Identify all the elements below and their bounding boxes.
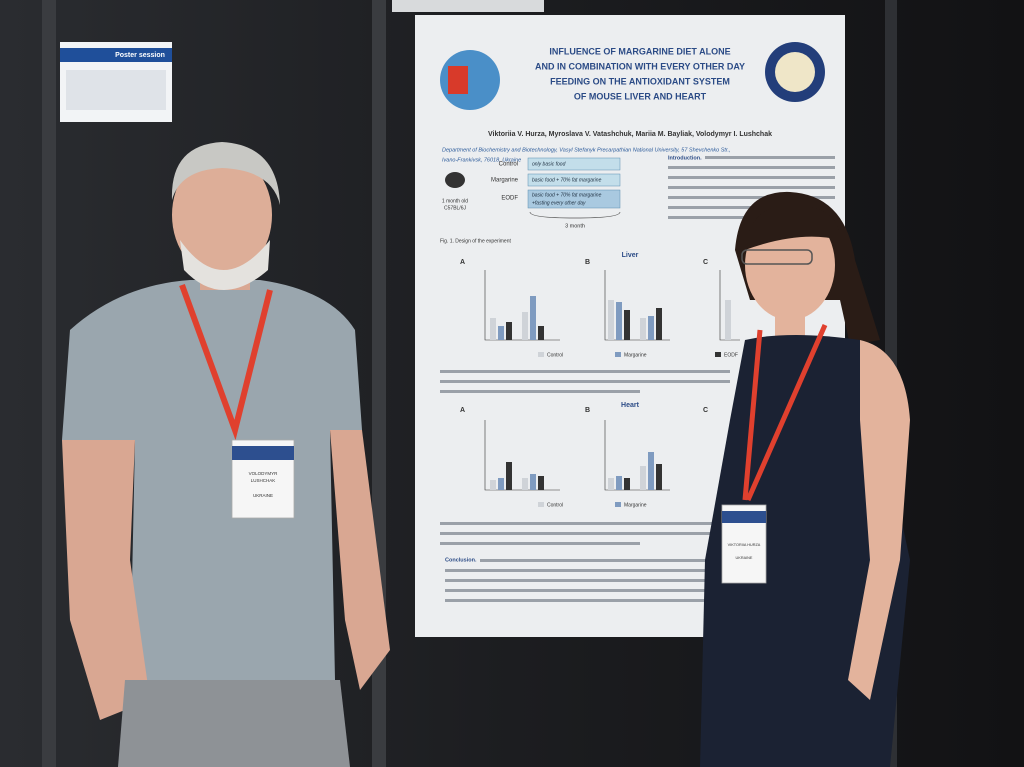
mini-bars <box>490 296 731 490</box>
department: Department of Biochemistry and Biotechno… <box>442 147 731 153</box>
text-line <box>440 390 640 393</box>
diet-box <box>527 157 621 171</box>
badge-header <box>722 511 766 523</box>
legend-swatch <box>615 502 621 507</box>
legend-label: Margarine <box>624 352 647 358</box>
sign-header <box>60 48 172 62</box>
conclusion-heading: Conclusion. <box>445 557 477 563</box>
group-label: Control <box>499 162 518 168</box>
badge-name: VIKTORIIA HURZA <box>728 543 761 547</box>
panel-label: A <box>460 407 465 414</box>
badge-country: UKRAINE <box>736 556 753 560</box>
badge-country: UKRAINE <box>253 493 273 498</box>
text-line <box>668 186 835 189</box>
logo-part <box>775 52 815 92</box>
logo-part <box>448 66 468 94</box>
text-line <box>440 532 730 535</box>
person-man <box>62 142 390 767</box>
text-line <box>440 380 730 383</box>
legend-swatch <box>538 502 544 507</box>
diet-label: +fasting every other day <box>532 200 586 206</box>
duration: 3 month <box>565 223 585 229</box>
panel-label: A <box>460 259 465 266</box>
diet-label: basic food + 70% fat margarine <box>532 192 602 198</box>
paper-strip <box>392 0 544 12</box>
poster-title: FEEDING ON THE ANTIOXIDANT SYSTEM <box>550 76 730 86</box>
legend-label: Margarine <box>624 502 647 508</box>
badge-name: VOLODYMYR <box>249 471 279 476</box>
caption: Fig. 1. Design of the experiment <box>440 238 511 244</box>
mini-axis <box>719 270 740 341</box>
diet-box <box>527 189 621 209</box>
text-line <box>445 579 710 582</box>
legend-swatch <box>538 352 544 357</box>
text-line <box>668 206 808 209</box>
text-line <box>668 166 835 169</box>
panel-frame <box>42 0 56 767</box>
person-woman <box>700 191 910 767</box>
logo <box>440 50 500 110</box>
group-label: EODF <box>501 196 518 202</box>
panel-label: B <box>585 259 590 266</box>
legend-label: EODF <box>724 352 738 358</box>
intro-heading: Introduction. <box>668 155 702 161</box>
text-line <box>445 599 710 602</box>
diet-label: only basic food <box>532 161 566 167</box>
poster-title: INFLUENCE OF MARGARINE DIET ALONE <box>549 46 730 56</box>
poster-title: OF MOUSE LIVER AND HEART <box>574 91 707 101</box>
text-line <box>705 156 835 159</box>
legend-swatch <box>615 352 621 357</box>
diet-label: basic food + 70% fat margarine <box>532 177 602 183</box>
authors: Viktoriia V. Hurza, Myroslava V. Vatashc… <box>488 131 772 138</box>
text-line <box>668 216 768 219</box>
legend-label: Control <box>547 502 563 508</box>
badge-header <box>232 446 294 460</box>
text-line <box>668 196 835 199</box>
group-label: Margarine <box>491 178 519 184</box>
text-line <box>440 370 730 373</box>
text-line <box>445 569 710 572</box>
brace <box>529 211 621 219</box>
panel-label: C <box>703 259 708 266</box>
text-line <box>445 589 710 592</box>
text-line <box>668 176 835 179</box>
sign-body <box>66 70 166 110</box>
mouse-label: 1 month old <box>442 198 468 204</box>
legend-swatch <box>715 352 721 357</box>
text-line <box>440 522 730 525</box>
text-line <box>440 542 640 545</box>
badge-name: LUSHCHAK <box>251 478 276 483</box>
panel-label: C <box>703 407 708 414</box>
mouse-icon <box>445 172 465 188</box>
section-title: Heart <box>621 402 640 409</box>
text-line <box>480 559 710 562</box>
mouse-label: C57BL/6J <box>444 205 466 211</box>
poster-title: AND IN COMBINATION WITH EVERY OTHER DAY <box>535 61 745 71</box>
sign-title: Poster session <box>115 52 165 59</box>
diet-box <box>527 173 621 187</box>
department: Ivano-Frankivsk, 76018, Ukraine <box>442 157 521 163</box>
section-title: Liver <box>622 252 639 259</box>
legend-label: Control <box>547 352 563 358</box>
panel-label: B <box>585 407 590 414</box>
